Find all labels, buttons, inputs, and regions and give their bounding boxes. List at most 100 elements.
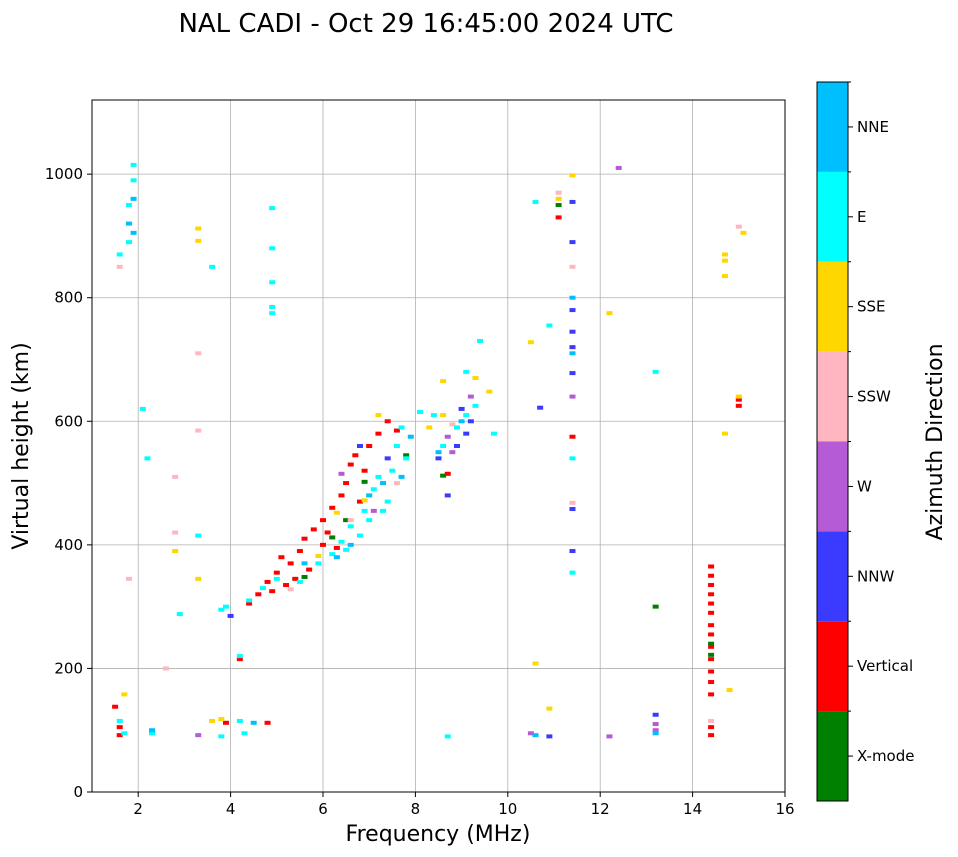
x-tick-label: 16 [775, 800, 794, 818]
echo-point-x-mode [555, 203, 562, 208]
echo-point-x-mode [361, 479, 368, 484]
echo-point-nnw [384, 456, 391, 461]
echo-point-sse [440, 379, 447, 384]
echo-point-sse [486, 389, 493, 394]
y-tick-label: 800 [54, 289, 83, 307]
echo-point-sse [218, 717, 225, 722]
x-tick-label: 10 [498, 800, 517, 818]
echo-point-vertical [708, 692, 715, 697]
echo-point-sse [315, 553, 322, 558]
echo-point-nnw [652, 712, 659, 717]
echo-point-e [366, 518, 373, 523]
echo-point-e [430, 413, 437, 418]
echo-point-e [569, 456, 576, 461]
x-tick-label: 14 [683, 800, 702, 818]
echo-point-sse [333, 510, 340, 515]
x-axis-label: Frequency (MHz) [346, 822, 531, 847]
colorbar: X-mode Vertical NNW W SSW SSE E NNE Azimuth Dir… [816, 81, 948, 802]
echo-point-nne [569, 351, 576, 356]
echo-point-e [347, 524, 354, 529]
echo-point-nne [380, 481, 387, 486]
echo-point-vertical [269, 589, 276, 594]
echo-point-e [125, 240, 132, 245]
echo-point-e [296, 579, 303, 584]
echo-point-e [149, 731, 156, 736]
echo-point-sse [532, 661, 539, 666]
echo-point-nne [398, 474, 405, 479]
echo-point-nnw [569, 199, 576, 204]
colorbar-label: NNW [857, 567, 894, 585]
echo-point-e [329, 552, 336, 557]
echo-point-x-mode [440, 473, 447, 478]
echo-point-nnw [569, 308, 576, 313]
x-tick-label: 6 [318, 800, 328, 818]
echo-point-vertical [361, 468, 368, 473]
echo-point-e [403, 456, 410, 461]
plot-border [91, 99, 786, 793]
echo-point-e [384, 499, 391, 504]
echo-point-vertical [222, 720, 229, 725]
echo-point-nnw [467, 419, 474, 424]
echo-point-ssw [162, 666, 169, 671]
echo-point-ssw [347, 518, 354, 523]
echo-point-e [218, 734, 225, 739]
echo-point-vertical [296, 549, 303, 554]
echo-point-e [546, 323, 553, 328]
echo-point-sse [209, 718, 216, 723]
echo-point-e [375, 474, 382, 479]
echo-point-vertical [264, 720, 271, 725]
echo-point-ssw [449, 422, 456, 427]
echo-point-e [453, 425, 460, 430]
echo-point-ssw [393, 481, 400, 486]
x-tick-label: 12 [591, 800, 610, 818]
echo-point-nnw [444, 493, 451, 498]
echo-point-ssw [569, 264, 576, 269]
echo-point-vertical [708, 680, 715, 685]
colorbar-swatch-w [817, 441, 848, 532]
echo-point-e [273, 576, 280, 581]
echo-point-e [477, 338, 484, 343]
echo-point-vertical [708, 725, 715, 730]
echo-point-nne [532, 733, 539, 738]
echo-point-sse [555, 196, 562, 201]
echo-point-e [652, 369, 659, 374]
echo-point-vertical [735, 403, 742, 408]
echo-point-vertical [708, 657, 715, 662]
echo-point-vertical [338, 493, 345, 498]
echo-point-e [222, 604, 229, 609]
echo-point-x-mode [708, 641, 715, 646]
y-tick-label: 400 [54, 536, 83, 554]
echo-point-nnw [569, 345, 576, 350]
echo-point-nnw [569, 329, 576, 334]
echo-point-vertical [708, 601, 715, 606]
echo-point-nne [250, 720, 257, 725]
echo-point-e [463, 369, 470, 374]
x-tick-label: 2 [133, 800, 143, 818]
echo-point-e [195, 533, 202, 538]
echo-point-e [440, 444, 447, 448]
echo-point-vertical [306, 567, 313, 572]
echo-point-w [195, 733, 202, 738]
echo-point-x-mode [403, 453, 410, 458]
echo-point-nnw [356, 444, 363, 448]
colorbar-labels: X-mode Vertical NNW W SSW SSE E NNE [848, 81, 914, 765]
echo-point-vertical [708, 610, 715, 615]
echo-point-vertical [708, 592, 715, 597]
echo-point-w [652, 728, 659, 733]
echo-point-w [615, 165, 622, 170]
grid-lines [92, 100, 785, 792]
echo-point-nnw [546, 734, 553, 739]
echo-point-vertical [324, 530, 331, 535]
colorbar-label: X-mode [857, 747, 914, 765]
echo-point-vertical [310, 527, 317, 532]
echo-point-vertical [278, 555, 285, 560]
echo-point-nne [130, 196, 137, 201]
echo-point-sse [546, 706, 553, 711]
echo-point-vertical [264, 579, 271, 584]
echo-point-e [121, 731, 128, 736]
echo-point-sse [735, 394, 742, 399]
colorbar-swatch-x-mode [817, 711, 848, 801]
echo-point-ssw [125, 576, 132, 581]
echo-point-w [652, 722, 659, 727]
echo-point-nnw [227, 613, 234, 618]
